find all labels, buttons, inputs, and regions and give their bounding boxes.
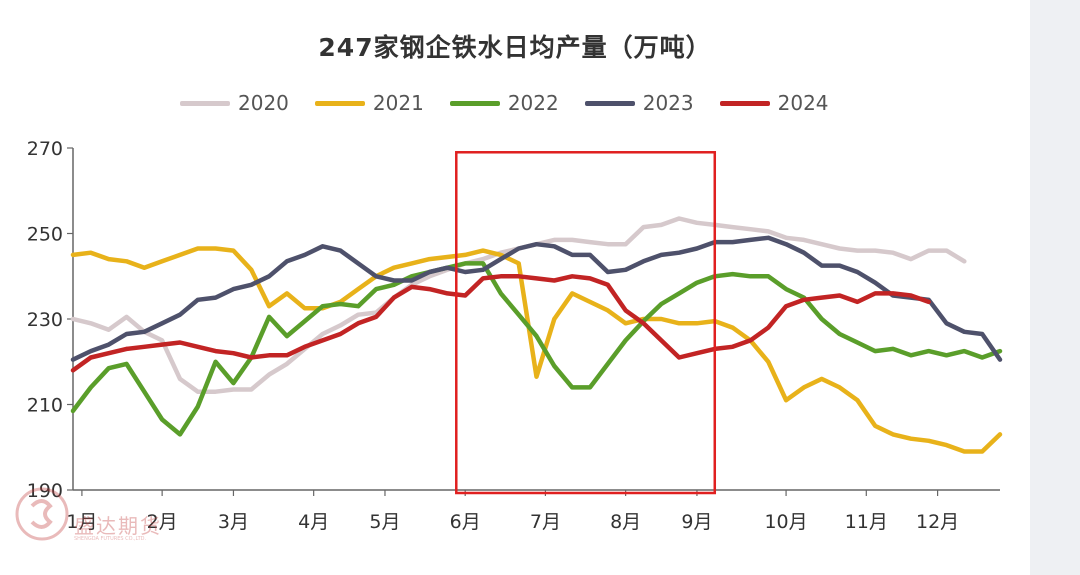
series-line-2020 xyxy=(70,216,967,394)
legend-label: 2024 xyxy=(777,91,829,115)
x-tick-label: 4月 xyxy=(298,511,329,533)
x-tick-label: 5月 xyxy=(369,511,400,533)
series-line-2021 xyxy=(70,246,1003,454)
y-tick-label: 270 xyxy=(27,138,63,160)
legend-item-2020: 2020 xyxy=(180,90,289,116)
legend-swatch xyxy=(449,100,500,106)
chart-legend: 2020 2021 2022 2023 2024 xyxy=(180,90,829,116)
x-tick-label: 7月 xyxy=(530,511,561,533)
x-tick-label: 1月 xyxy=(66,511,97,533)
x-tick-label: 6月 xyxy=(450,511,481,533)
series-line-2023 xyxy=(70,235,1003,362)
x-tick-label: 2月 xyxy=(147,511,178,533)
chart-title: 247家钢企铁水日均产量（万吨） xyxy=(318,33,712,62)
line-chart: 190 210 230 250 270 1月 2月 3月 4月 5月 6月 7月 8月 9月 10月 11月 1… xyxy=(27,138,1003,533)
company-logo-icon xyxy=(15,487,69,541)
x-tick-label: 3月 xyxy=(218,511,249,533)
legend-item-2022: 2022 xyxy=(449,90,559,116)
legend-item-2024: 2024 xyxy=(719,90,829,116)
x-tick-label: 11月 xyxy=(845,511,888,533)
legend-label: 2023 xyxy=(642,91,694,115)
chart-panel: 247家钢企铁水日均产量（万吨） 2020 2021 2022 2023 2024 19… xyxy=(14,33,1003,546)
watermark-name: 盛达期货 xyxy=(74,514,162,538)
legend-swatch xyxy=(314,100,365,106)
screen-edge xyxy=(1030,0,1080,575)
y-tick-label: 190 xyxy=(27,480,63,502)
legend-item-2023: 2023 xyxy=(584,90,694,116)
legend-swatch xyxy=(180,100,230,106)
legend-label: 2022 xyxy=(507,91,559,115)
x-tick-label: 12月 xyxy=(916,511,959,533)
y-tick-label: 210 xyxy=(27,395,63,417)
legend-item-2021: 2021 xyxy=(314,90,424,116)
legend-swatch xyxy=(719,100,770,106)
series-line-2022 xyxy=(70,261,1003,437)
legend-label: 2020 xyxy=(238,91,289,115)
series-line-2024 xyxy=(70,274,931,373)
highlight-box xyxy=(455,151,717,495)
legend-label: 2021 xyxy=(372,91,424,115)
watermark-subtitle: SHENGDA FUTURES CO.,LTD. xyxy=(74,536,147,542)
legend-swatch xyxy=(584,100,635,106)
y-tick-label: 250 xyxy=(27,224,63,246)
company-watermark: 盛达期货 SHENGDA FUTURES CO.,LTD. xyxy=(14,486,214,546)
x-tick-label: 9月 xyxy=(681,511,712,533)
x-tick-label: 8月 xyxy=(610,511,641,533)
x-tick-label: 10月 xyxy=(764,511,807,533)
y-tick-label: 230 xyxy=(27,309,63,331)
